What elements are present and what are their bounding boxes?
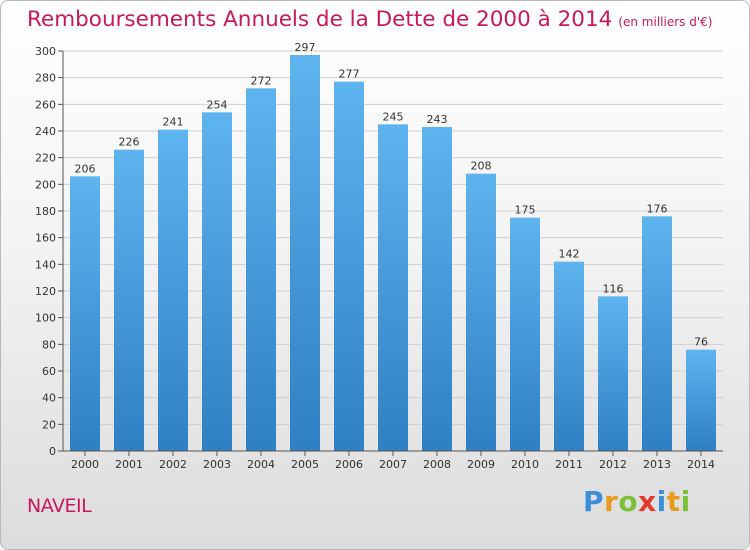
bar-2005 — [290, 55, 320, 451]
x-tick-label-2007: 2007 — [379, 458, 407, 471]
y-tick-label: 140 — [35, 258, 56, 271]
y-tick-label: 280 — [35, 72, 56, 85]
value-label-2004: 272 — [251, 74, 272, 87]
bar-2002 — [158, 129, 188, 451]
bar-2004 — [246, 88, 276, 451]
bar-2014 — [686, 349, 716, 451]
logo-letter: i — [680, 485, 691, 518]
x-tick-label-2005: 2005 — [291, 458, 319, 471]
bar-2010 — [510, 217, 540, 451]
y-tick-label: 40 — [42, 392, 56, 405]
x-tick-label-2001: 2001 — [115, 458, 143, 471]
value-label-2005: 297 — [295, 41, 316, 54]
bar-2009 — [466, 173, 496, 451]
x-tick-label-2014: 2014 — [687, 458, 715, 471]
x-tick-label-2006: 2006 — [335, 458, 363, 471]
chart-title: Remboursements Annuels de la Dette de 20… — [27, 7, 713, 32]
y-tick-label: 160 — [35, 232, 56, 245]
bar-2008 — [422, 127, 452, 451]
logo-letter: x — [638, 485, 657, 518]
y-tick-label: 60 — [42, 365, 56, 378]
y-tick-label: 260 — [35, 98, 56, 111]
bar-2007 — [378, 124, 408, 451]
x-tick-label-2008: 2008 — [423, 458, 451, 471]
y-tick-label: 300 — [35, 45, 56, 58]
x-tick-label-2012: 2012 — [599, 458, 627, 471]
x-tick-label-2000: 2000 — [71, 458, 99, 471]
value-label-2010: 175 — [515, 204, 536, 217]
x-tick-label-2002: 2002 — [159, 458, 187, 471]
bar-2000 — [70, 176, 100, 452]
y-tick-label: 240 — [35, 125, 56, 138]
y-tick-label: 80 — [42, 338, 56, 351]
value-label-2003: 254 — [207, 98, 228, 111]
y-tick-label: 180 — [35, 205, 56, 218]
value-label-2013: 176 — [647, 202, 668, 215]
value-label-2006: 277 — [339, 68, 360, 81]
x-tick-label-2013: 2013 — [643, 458, 671, 471]
value-label-2011: 142 — [559, 248, 580, 261]
bar-2006 — [334, 81, 364, 452]
value-label-2001: 226 — [119, 136, 140, 149]
value-label-2009: 208 — [471, 160, 492, 173]
value-label-2012: 116 — [603, 282, 624, 295]
bar-2011 — [554, 261, 584, 451]
bar-2012 — [598, 296, 628, 451]
y-tick-label: 220 — [35, 152, 56, 165]
logo-letter: P — [583, 485, 605, 518]
logo-letter: i — [656, 485, 667, 518]
y-tick-label: 100 — [35, 312, 56, 325]
bar-2001 — [114, 149, 144, 451]
axes — [58, 50, 723, 456]
value-label-2014: 76 — [694, 336, 708, 349]
logo-letter: o — [618, 485, 639, 518]
y-tick-label: 20 — [42, 418, 56, 431]
y-tick-label: 0 — [49, 445, 56, 458]
logo-letter: r — [604, 485, 619, 518]
x-tick-label-2004: 2004 — [247, 458, 275, 471]
y-tick-label: 120 — [35, 285, 56, 298]
bar-2013 — [642, 216, 672, 451]
chart-subtitle: (en milliers d'€) — [618, 15, 713, 29]
commune-name: NAVEIL — [27, 495, 92, 517]
x-tick-label-2011: 2011 — [555, 458, 583, 471]
value-label-2002: 241 — [163, 116, 184, 129]
bar-2003 — [202, 112, 232, 451]
x-tick-label-2009: 2009 — [467, 458, 495, 471]
proxiti-logo: Proxiti — [583, 485, 691, 518]
value-label-2000: 206 — [75, 162, 96, 175]
y-tick-label: 200 — [35, 178, 56, 191]
x-tick-label-2003: 2003 — [203, 458, 231, 471]
bars — [70, 55, 716, 452]
labels: 0 20 40 60 80 100 120 140 160 180 200 220 240 260 280 3… — [35, 41, 715, 471]
x-tick-label-2010: 2010 — [511, 458, 539, 471]
value-label-2007: 245 — [383, 110, 404, 123]
logo-letter: t — [666, 485, 681, 518]
value-label-2008: 243 — [427, 113, 448, 126]
